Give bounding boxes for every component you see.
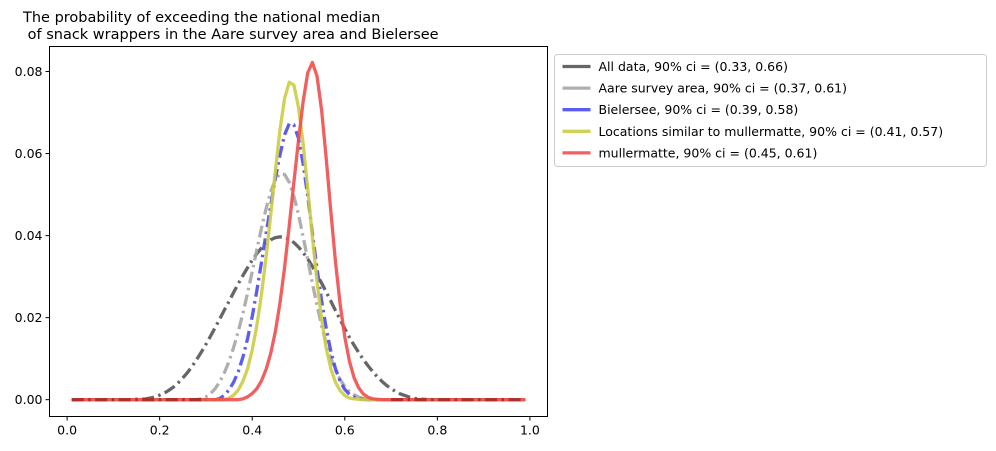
legend-label-2: Aare survey area, 90% ci = (0.37, 0.61) bbox=[599, 81, 847, 96]
x-tick-label: 0.4 bbox=[242, 423, 262, 438]
axes-frame bbox=[49, 46, 548, 417]
chart-title-line-2: of snack wrappers in the Aare survey are… bbox=[23, 27, 439, 43]
series-line-2 bbox=[71, 172, 526, 402]
plot-area bbox=[49, 46, 548, 417]
x-axis: 0.0 0.2 0.4 0.6 0.8 1.0 bbox=[57, 416, 540, 438]
chart-title: The probability of exceeding the nationa… bbox=[22, 10, 439, 43]
y-tick-label: 0.08 bbox=[15, 64, 43, 79]
legend-label-5: mullermatte, 90% ci = (0.45, 0.61) bbox=[599, 145, 818, 160]
x-tick-label: 0.8 bbox=[427, 423, 447, 438]
y-tick-label: 0.06 bbox=[15, 146, 43, 161]
series-layer bbox=[71, 60, 526, 402]
legend-label-3: Bielersee, 90% ci = (0.39, 0.58) bbox=[599, 102, 799, 117]
legend-box bbox=[554, 54, 987, 167]
legend: All data, 90% ci = (0.33, 0.66) Aare surv… bbox=[554, 54, 987, 167]
series-line-1 bbox=[71, 235, 526, 402]
series-line-3 bbox=[71, 121, 526, 402]
x-tick-label: 1.0 bbox=[520, 423, 540, 438]
y-tick-label: 0.02 bbox=[15, 310, 43, 325]
y-tick-label: 0.04 bbox=[15, 228, 43, 243]
x-tick-label: 0.0 bbox=[57, 423, 77, 438]
y-axis: 0.00 0.02 0.04 0.06 0.08 bbox=[15, 64, 50, 407]
y-tick-label: 0.00 bbox=[15, 392, 43, 407]
x-tick-label: 0.2 bbox=[150, 423, 170, 438]
x-tick-label: 0.6 bbox=[335, 423, 355, 438]
legend-label-4: Locations similar to mullermatte, 90% ci… bbox=[599, 124, 944, 139]
legend-label-1: All data, 90% ci = (0.33, 0.66) bbox=[599, 59, 788, 74]
chart-title-line-1: The probability of exceeding the nationa… bbox=[22, 10, 380, 26]
